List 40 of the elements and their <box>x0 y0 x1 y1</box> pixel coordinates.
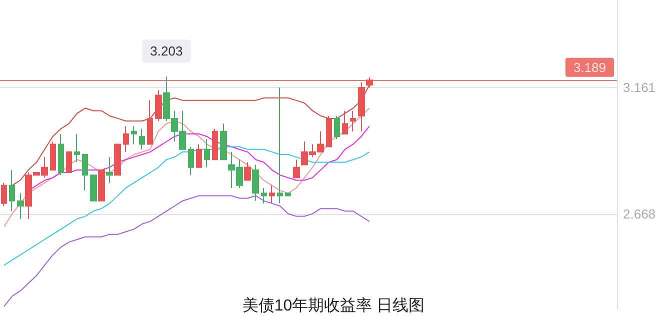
candlestick <box>285 192 291 196</box>
candlestick <box>269 184 275 204</box>
line-series <box>4 146 370 266</box>
candlestick <box>106 156 113 184</box>
candlestick <box>188 146 194 176</box>
candlestick <box>261 187 267 204</box>
candlestick <box>58 133 64 176</box>
candlestick <box>74 133 80 163</box>
candlestick <box>1 182 7 206</box>
candlestick <box>9 169 15 212</box>
candlestick <box>196 144 202 168</box>
candlestick <box>342 110 348 134</box>
candlestick <box>66 151 72 174</box>
candlestick <box>326 115 332 148</box>
candlestick <box>139 128 145 150</box>
candlestick <box>131 126 137 145</box>
candlestick <box>220 123 227 160</box>
candlestick <box>123 126 129 152</box>
candlestick <box>212 128 218 160</box>
candlestick <box>252 164 259 202</box>
candlestick <box>90 174 97 202</box>
candlestick <box>50 141 56 170</box>
candlestick <box>334 115 340 140</box>
text: 美债10年期收益率 日线图 <box>242 296 425 314</box>
candlestick <box>293 159 300 178</box>
annotation: 3.203 <box>150 43 183 58</box>
candlestick <box>82 154 88 192</box>
candlestick <box>350 110 356 132</box>
candlestick <box>277 87 283 204</box>
candlestick <box>98 169 105 202</box>
candlestick <box>147 100 153 145</box>
y-tick-label: 3.161 <box>623 80 656 95</box>
candlestick <box>17 192 24 220</box>
ref-line-label: 3.189 <box>573 60 606 75</box>
candlestick <box>114 144 121 176</box>
y-tick-label: 2.668 <box>623 206 656 222</box>
candlestick <box>244 162 251 181</box>
line-series <box>12 84 370 186</box>
candlestick <box>155 90 162 122</box>
candlestick <box>204 138 210 168</box>
